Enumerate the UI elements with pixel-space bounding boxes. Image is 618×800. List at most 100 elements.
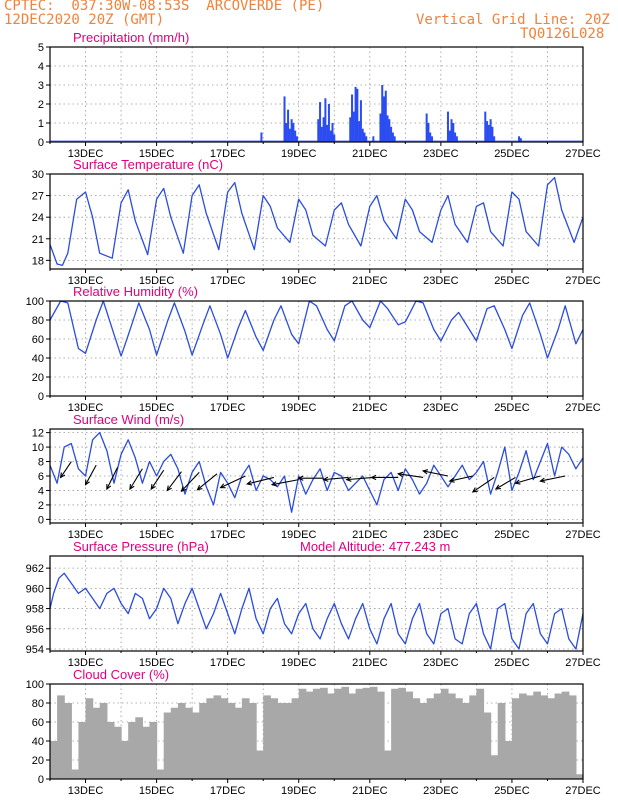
precipitation-bar (486, 121, 489, 142)
cloud-cover-bar (220, 698, 229, 779)
pressure-ytick-label: 958 (26, 604, 44, 616)
wind-vector-line (85, 464, 97, 485)
cloud-cover-bar (376, 691, 385, 779)
precipitation-ytick-label: 2 (38, 99, 44, 111)
wind-vector-head (514, 479, 521, 485)
pressure-xtick-label: 23DEC (423, 657, 459, 669)
cloud-cover-bar (348, 693, 357, 779)
cloud-cover-bar (312, 688, 321, 779)
temperature-xtick-label: 15DEC (139, 275, 175, 287)
cloud-cover-bar (533, 691, 541, 779)
wind-ytick-label: 12 (32, 428, 44, 440)
humidity-frame (49, 300, 584, 397)
pressure-title: Surface Pressure (hPa) (73, 539, 209, 554)
wind-vector-head (106, 484, 112, 491)
precipitation-xtick-label: 19DEC (281, 148, 317, 160)
wind-xtick-label: 13DEC (68, 529, 104, 541)
pressure-frame (49, 555, 584, 652)
cloud-cover-ytick-label: 0 (38, 774, 44, 786)
cloud-cover-bar (241, 698, 250, 779)
humidity-ytick-label: 80 (32, 315, 44, 327)
pressure-annotation: Model Altitude: 477.243 m (300, 539, 450, 554)
cloud-cover-bar (455, 698, 463, 779)
cloud-cover-bar (511, 698, 520, 779)
cloud-cover-bar (170, 707, 179, 779)
cloud-cover-ytick-label: 100 (26, 679, 44, 691)
header-model-code: TQ0126L028 (520, 26, 605, 42)
cloud-cover-bar (412, 698, 421, 779)
cloud-cover-bar (327, 693, 335, 779)
wind-vector-head (370, 474, 377, 481)
cloud-cover-bar (369, 686, 378, 779)
precipitation-bar (333, 134, 336, 142)
wind-vector-head (84, 479, 90, 486)
precipitation-ytick-label: 1 (38, 118, 44, 130)
temperature-xtick-label: 17DEC (210, 275, 246, 287)
precipitation-bar (349, 117, 352, 142)
cloud-cover-bar (57, 695, 65, 779)
pressure-xtick-label: 27DEC (565, 657, 601, 669)
precipitation-ytick-label: 5 (38, 42, 44, 54)
humidity-ytick-label: 60 (32, 334, 44, 346)
temperature-ytick-label: 21 (32, 234, 44, 246)
precipitation-bar (288, 128, 291, 142)
precipitation-bar (327, 104, 330, 142)
cloud-cover-bar (504, 741, 513, 779)
precipitation-bar (260, 132, 263, 142)
temperature-frame (49, 173, 584, 270)
cloud-cover-bar (334, 688, 342, 779)
wind-vector-line (247, 476, 274, 485)
precipitation-bar (491, 126, 494, 142)
cloud-cover-bar (113, 726, 122, 779)
cloud-cover-bar (483, 712, 492, 779)
precipitation-xtick-label: 21DEC (352, 148, 388, 160)
pressure-xtick-label: 13DEC (68, 657, 104, 669)
wind-vector-line (106, 467, 119, 490)
precipitation-bar (358, 121, 361, 142)
precipitation-bar (448, 130, 451, 142)
wind-vector-head (245, 480, 253, 486)
pressure-xtick-label: 19DEC (281, 657, 317, 669)
cloud-cover-bar (234, 707, 243, 779)
precipitation-bar (283, 96, 286, 142)
wind-vector-head (494, 484, 501, 490)
precipitation-bar (518, 136, 521, 142)
header-run-time: 12DEC2020 20Z (GMT) (4, 12, 165, 28)
cloud-cover-bar (213, 695, 222, 779)
wind-vector-head (297, 475, 304, 481)
cloud-cover-bar (568, 695, 577, 779)
cloud-cover-bar (50, 741, 58, 779)
precipitation-bar (365, 136, 368, 142)
temperature-ytick-label: 27 (32, 191, 44, 203)
precipitation-bar (359, 100, 362, 142)
precipitation-ytick-label: 3 (38, 80, 44, 92)
precipitation-bar (320, 126, 323, 142)
cloud-cover-xtick-label: 27DEC (565, 785, 601, 797)
cloud-cover-bar (497, 703, 506, 779)
wind-vector-line (422, 470, 449, 477)
precipitation-frame (49, 46, 584, 143)
header-grid-note: Vertical Grid Line: 20Z (416, 12, 610, 28)
cloud-cover-bar (440, 688, 449, 779)
cloud-cover-bar (177, 703, 186, 779)
cloud-cover-xtick-label: 13DEC (68, 785, 104, 797)
header-location: CPTEC: 037:30W-08:53S ARCOVERDE (PE) (4, 0, 325, 14)
wind-vector-line (150, 469, 165, 490)
cloud-cover-bar (391, 688, 399, 779)
precipitation-bar (425, 113, 428, 142)
precipitation-ytick-label: 4 (38, 61, 44, 73)
precipitation-bar (450, 119, 453, 142)
temperature-xtick-label: 21DEC (352, 275, 388, 287)
precipitation-bar (393, 136, 396, 142)
cloud-cover-bar (135, 717, 143, 779)
precipitation-bar (391, 132, 394, 142)
cloud-cover-bar (355, 688, 364, 779)
precipitation-bar (384, 90, 387, 142)
precipitation-bar (331, 123, 334, 142)
wind-vector-line (271, 479, 299, 486)
precipitation-bar (454, 132, 457, 142)
wind-series-line (49, 431, 584, 513)
temperature-xtick-label: 25DEC (494, 275, 530, 287)
temperature-ytick-label: 18 (32, 255, 44, 267)
